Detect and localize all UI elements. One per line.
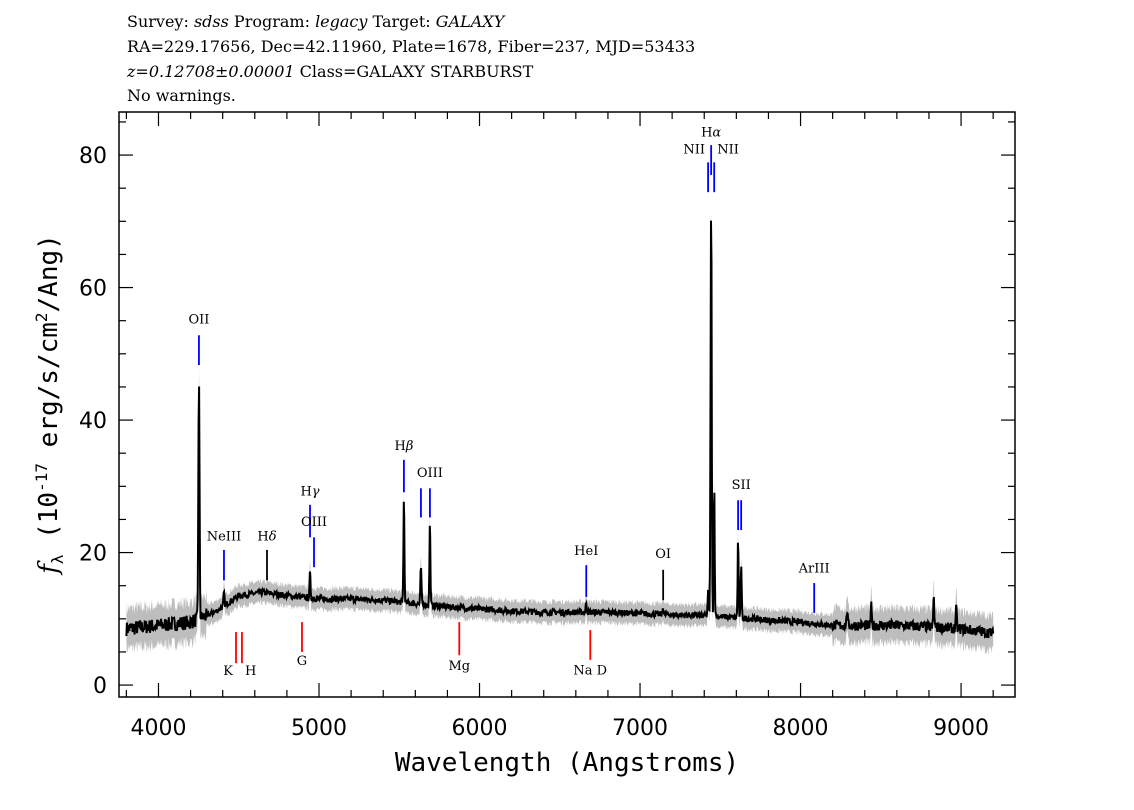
x-tick-label: 5000 bbox=[291, 716, 347, 741]
header-line-redshift: z=0.12708±0.00001 Class=GALAXY STARBURST bbox=[127, 62, 533, 82]
x-tick-label: 8000 bbox=[773, 716, 829, 741]
y-tick-label: 20 bbox=[79, 542, 107, 567]
x-tick-label: 6000 bbox=[452, 716, 508, 741]
line-label: ArIII bbox=[798, 561, 830, 576]
target-value: GALAXY bbox=[435, 12, 505, 31]
line-label: NeIII bbox=[207, 530, 241, 545]
x-tick-label: 4000 bbox=[130, 716, 186, 741]
header-line-warnings: No warnings. bbox=[127, 86, 236, 105]
header-line-survey: Survey: sdss Program: legacy Target: GAL… bbox=[127, 12, 504, 32]
survey-label: Survey: bbox=[127, 12, 189, 31]
line-label: Mg bbox=[448, 659, 470, 674]
x-tick-label: 9000 bbox=[933, 716, 989, 741]
line-label: H bbox=[245, 664, 256, 679]
line-label: OIII bbox=[417, 466, 443, 481]
line-label: K bbox=[223, 664, 233, 679]
line-label: OI bbox=[655, 547, 671, 562]
spectrum-line bbox=[125, 220, 995, 639]
error-band bbox=[126, 210, 994, 656]
line-label: NII bbox=[683, 143, 705, 158]
y-tick-label: 60 bbox=[79, 277, 107, 302]
program-label: Program: bbox=[233, 12, 310, 31]
line-label: Hγ bbox=[300, 485, 319, 500]
class-value: Class=GALAXY STARBURST bbox=[299, 62, 534, 81]
target-label: Target: bbox=[372, 12, 431, 31]
y-tick-label: 40 bbox=[79, 409, 107, 434]
line-label: Hδ bbox=[257, 530, 276, 545]
plot-frame bbox=[118, 111, 1016, 698]
line-label: OII bbox=[188, 312, 209, 327]
y-axis-label: fλ (10-17 erg/s/cm2/Ang) bbox=[32, 234, 67, 576]
line-label: SII bbox=[732, 478, 751, 493]
line-label: NII bbox=[717, 143, 739, 158]
line-label: HeI bbox=[574, 544, 598, 559]
x-tick-label: 7000 bbox=[612, 716, 668, 741]
redshift-value: z=0.12708±0.00001 bbox=[127, 62, 295, 81]
line-label: Hβ bbox=[394, 439, 413, 454]
y-tick-label: 80 bbox=[79, 144, 107, 169]
line-label: G bbox=[297, 654, 307, 669]
y-tick-label: 0 bbox=[93, 674, 107, 699]
line-label: Hα bbox=[701, 126, 721, 141]
line-label: Na D bbox=[573, 663, 607, 678]
program-value: legacy bbox=[315, 12, 368, 31]
x-axis-label: Wavelength (Angstroms) bbox=[395, 748, 739, 778]
line-label: OIII bbox=[301, 515, 327, 530]
survey-value: sdss bbox=[193, 12, 229, 31]
header-line-coordinates: RA=229.17656, Dec=42.11960, Plate=1678, … bbox=[127, 37, 696, 56]
